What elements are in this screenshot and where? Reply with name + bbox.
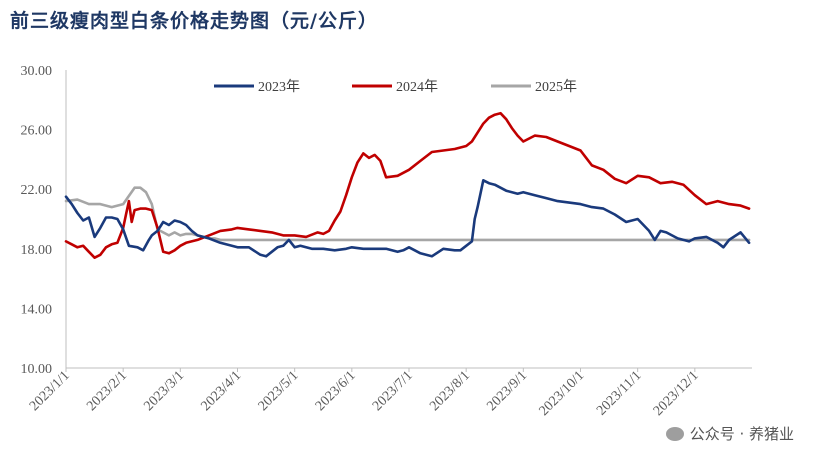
y-tick-label: 10.00 (21, 362, 53, 377)
x-tick-label: 2023/8/1 (427, 368, 473, 414)
x-tick-label: 2023/2/1 (84, 368, 130, 414)
legend-label: 2023年 (258, 79, 300, 95)
wechat-icon (665, 427, 684, 441)
x-tick-label: 2023/4/1 (199, 368, 245, 414)
chart-title: 前三级瘦肉型白条价格走势图（元/公斤） (10, 10, 378, 32)
watermark: 公众号 · 养猪业 (665, 423, 794, 444)
watermark-text: 公众号 · 养猪业 (689, 425, 794, 443)
legend-label: 2025年 (535, 79, 577, 95)
x-tick-label: 2023/5/1 (256, 368, 302, 414)
y-tick-label: 14.00 (21, 302, 53, 317)
y-tick-label: 26.00 (21, 124, 53, 139)
x-tick-label: 2023/6/1 (313, 368, 359, 414)
legend-label: 2024年 (396, 79, 438, 95)
y-tick-label: 22.00 (21, 183, 53, 198)
x-tick-label: 2023/7/1 (370, 368, 416, 414)
series-line-0 (64, 179, 751, 258)
series-line-1 (64, 111, 751, 260)
y-tick-label: 18.00 (21, 243, 53, 258)
x-tick-label: 2023/12/1 (651, 368, 702, 419)
x-tick-label: 2023/11/1 (594, 368, 644, 418)
series-line-2 (64, 186, 751, 242)
x-tick-label: 2023/3/1 (141, 368, 187, 414)
y-tick-label: 30.00 (21, 64, 53, 79)
x-tick-label: 2023/9/1 (484, 368, 530, 414)
x-tick-label: 2023/10/1 (537, 368, 588, 419)
